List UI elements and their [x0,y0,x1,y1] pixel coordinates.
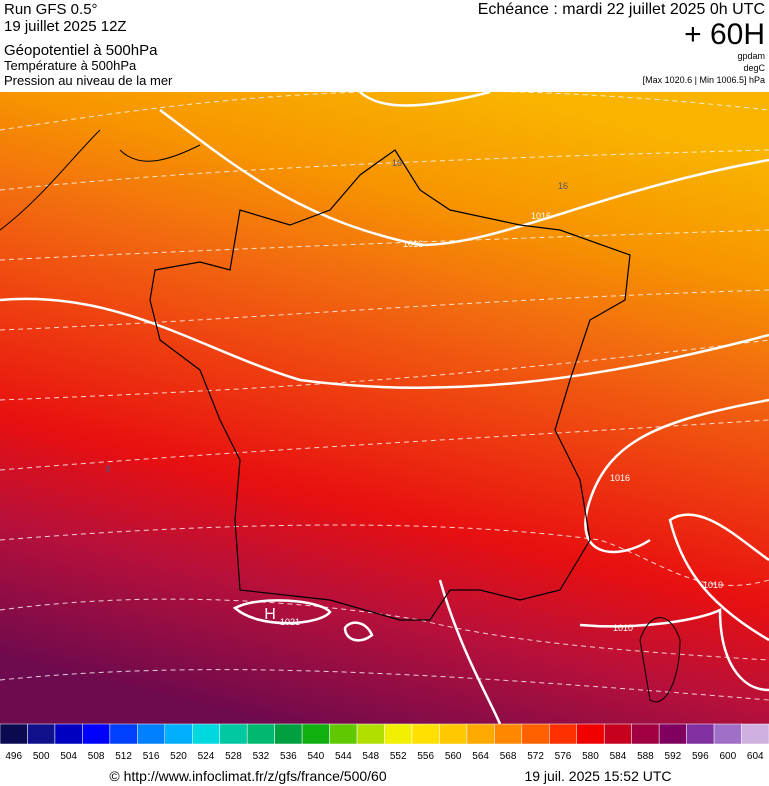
footer-date: 19 juil. 2025 15:52 UTC [524,768,671,784]
colorbar-label: 592 [665,751,682,762]
temperature-label: 8 [105,464,110,474]
colorbar-label: 508 [88,751,105,762]
colorbar-label: 536 [280,751,297,762]
colorbar-label: 500 [33,751,50,762]
colorbar-swatch [356,723,385,745]
colorbar-swatch [713,723,742,745]
colorbar-label: 600 [719,751,736,762]
map-background [0,92,769,724]
colorbar-swatch [54,723,83,745]
colorbar-label: 524 [198,751,215,762]
colorbar-swatch [549,723,577,745]
unit: gpdam [737,51,765,61]
colorbar-swatch [274,723,303,745]
colorbar-swatch [137,723,166,745]
colorbar-swatch [246,723,275,745]
colorbar-label: 496 [5,751,22,762]
colorbar-swatch [686,723,715,745]
colorbar-label: 596 [692,751,709,762]
colorbar-swatch [658,723,687,745]
colorbar-label: 544 [335,751,352,762]
colorbar-label: 584 [610,751,627,762]
colorbar-label: 556 [417,751,434,762]
header-text: Géopotentiel à 500hPa [4,42,158,59]
unit: degC [743,63,765,73]
colorbar-swatch [411,723,440,745]
colorbar: 496 500 504 508 512 516 520 524 528 532 536 540 544 5… [0,723,769,762]
colorbar-label: 588 [637,751,654,762]
isobar-label: 1010 [703,580,723,590]
colorbar-label: 540 [307,751,324,762]
colorbar-label: 564 [472,751,489,762]
colorbar-swatch [219,723,248,745]
colorbar-label: 552 [390,751,407,762]
colorbar-label: 604 [747,751,764,762]
colorbar-swatch [384,723,413,745]
colorbar-swatch [521,723,550,745]
header-text: Température à 500hPa [4,58,137,73]
lead-time: + 60H [684,18,765,51]
header-text: 19 juillet 2025 12Z [4,18,127,35]
colorbar-label: 504 [60,751,77,762]
isobar-label: 1021 [280,617,300,627]
colorbar-label: 528 [225,751,242,762]
map: 1016 1016 1016 1010 1010 1021 H 16 16 8 [0,90,769,725]
colorbar-label: 568 [500,751,517,762]
colorbar-swatch [0,723,28,745]
colorbar-swatch [82,723,111,745]
isobar-label: 1016 [403,239,423,249]
temperature-label: 16 [558,181,568,191]
colorbar-label: 516 [143,751,160,762]
temperature-isolines [0,90,769,701]
colorbar-swatch [466,723,495,745]
colorbar-swatch [741,723,769,745]
colorbar-label: 532 [253,751,270,762]
colorbar-label: 512 [115,751,132,762]
footer-source: © http://www.infoclimat.fr/z/gfs/france/… [109,768,386,784]
colorbar-swatch [27,723,56,745]
high-pressure-marker: H [264,606,276,623]
colorbar-swatch [329,723,358,745]
header-text: Run GFS 0.5° [4,1,98,18]
header-text: Pression au niveau de la mer [4,73,173,88]
colorbar-swatch [631,723,660,745]
isobar-label: 1016 [610,473,630,483]
colorbar-swatch [192,723,220,745]
colorbar-swatch [164,723,193,745]
unit: [Max 1020.6 | Min 1006.5] hPa [643,75,765,85]
pressure-isobars [0,90,769,725]
colorbar-swatch [603,723,632,745]
france-outline [149,149,631,621]
colorbar-label: 548 [362,751,379,762]
colorbar-label: 520 [170,751,187,762]
forecast-time: Echéance : mardi 22 juillet 2025 0h UTC [478,1,765,18]
isobar-label: 1016 [531,211,551,221]
colorbar-swatch [301,723,330,745]
colorbar-swatch [494,723,523,745]
colorbar-label: 560 [445,751,462,762]
isobar-label: 1010 [613,623,633,633]
colorbar-swatch [576,723,605,745]
coastlines [0,129,681,703]
colorbar-label: 572 [527,751,544,762]
colorbar-swatch [109,723,138,745]
colorbar-label: 580 [582,751,599,762]
colorbar-swatch [439,723,468,745]
colorbar-label: 576 [555,751,572,762]
temperature-label: 16 [392,158,402,168]
